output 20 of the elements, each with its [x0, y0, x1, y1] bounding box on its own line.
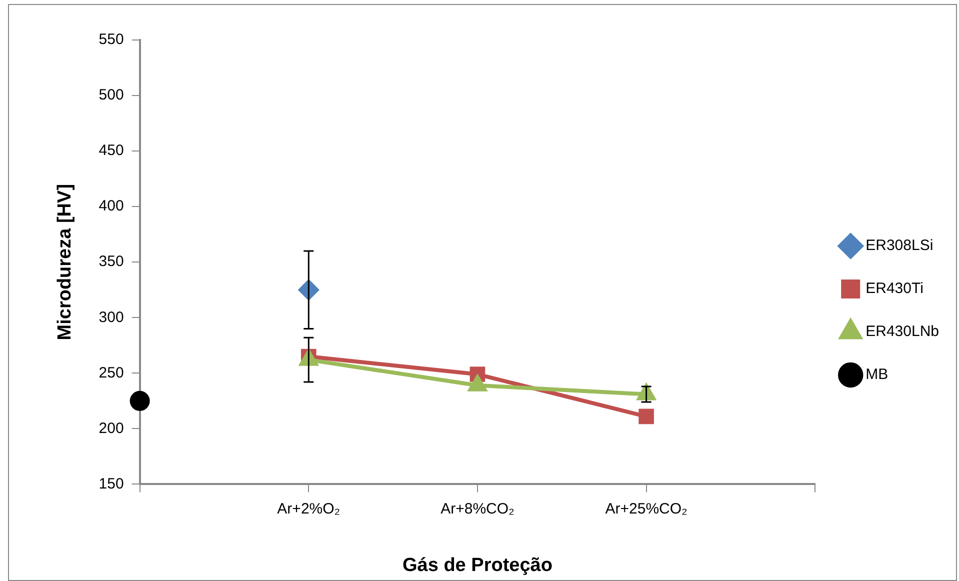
- legend-label: MB: [866, 366, 888, 384]
- legend-label: ER308LSi: [866, 237, 934, 254]
- y-axis-title: Microdureza [HV]: [54, 184, 76, 340]
- y-tick-label: 450: [98, 142, 124, 160]
- y-tick-label: 350: [98, 253, 124, 270]
- x-axis-title: Gás de Proteção: [402, 554, 552, 576]
- point: [638, 408, 654, 424]
- x-tick-label: Ar+2%O₂: [277, 500, 340, 518]
- y-tick-label: 500: [98, 86, 124, 104]
- y-tick-label: 200: [98, 420, 124, 437]
- x-tick-label: Ar+8%CO₂: [440, 500, 515, 518]
- y-tick-label: 150: [98, 475, 124, 492]
- y-tick-label: 550: [98, 31, 124, 48]
- legend-label: ER430Ti: [866, 280, 924, 298]
- y-tick-label: 250: [98, 364, 124, 382]
- legend-label: ER430LNb: [866, 323, 940, 340]
- y-tick-label: 400: [98, 198, 124, 215]
- point: [130, 390, 150, 411]
- x-tick-label: Ar+25%CO₂: [605, 500, 688, 518]
- y-tick-label: 300: [98, 308, 124, 326]
